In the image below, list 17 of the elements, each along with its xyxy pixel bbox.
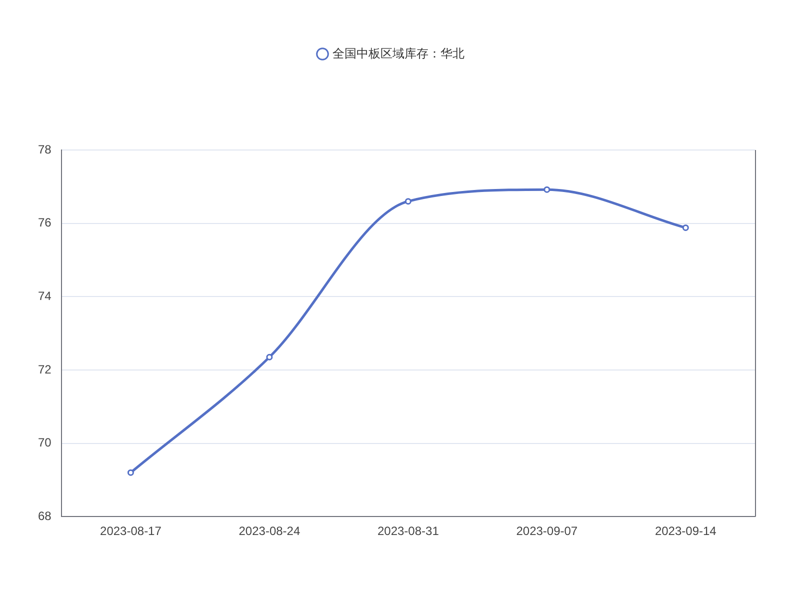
- point: [266, 354, 273, 360]
- x-tick-label: 2023-08-17: [100, 524, 162, 538]
- y-tick-label: 70: [38, 436, 52, 450]
- y-tick-label: 72: [38, 362, 52, 376]
- point: [127, 469, 134, 476]
- x-tick-label: 2023-08-24: [238, 524, 300, 538]
- x-tick-label: 2023-08-31: [377, 524, 440, 538]
- legend-label: 全国中板区域库存：华北: [332, 46, 464, 60]
- point: [404, 198, 412, 205]
- x-tick-label: 2023-09-07: [516, 524, 578, 538]
- y-tick-label: 68: [38, 508, 52, 523]
- y-tick-label: 76: [38, 216, 52, 230]
- x-tick-label: 2023-09-14: [654, 524, 717, 538]
- y-tick-label: 78: [38, 142, 52, 156]
- y-tick-label: 74: [38, 288, 52, 303]
- point: [544, 186, 550, 193]
- point: [682, 224, 689, 231]
